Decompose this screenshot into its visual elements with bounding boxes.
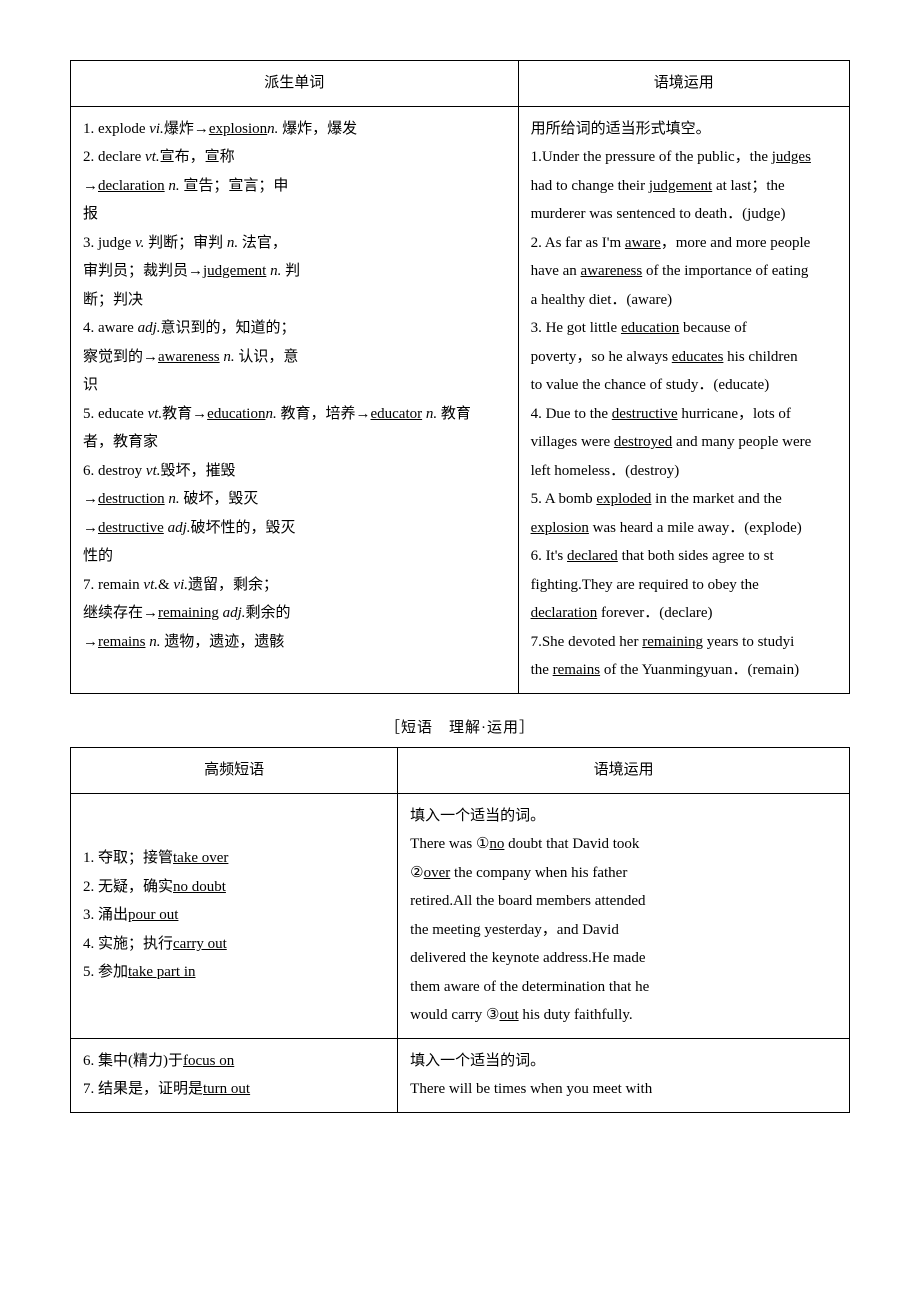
- phrases-table: 高频短语 语境运用 1. 夺取；接管take over2. 无疑，确实no do…: [70, 747, 850, 1113]
- col-header-usage: 语境运用: [398, 748, 850, 794]
- derived-words-table: 派生单词 语境运用 1. explode vi.爆炸→explosionn. 爆…: [70, 60, 850, 694]
- col-header-derived: 派生单词: [71, 61, 519, 107]
- derived-words-cell: 1. explode vi.爆炸→explosionn. 爆炸，爆发2. dec…: [71, 106, 519, 693]
- usage-cell: 用所给词的适当形式填空。1.Under the pressure of the …: [518, 106, 849, 693]
- usage-cell: 填入一个适当的词。There was ①no doubt that David …: [398, 793, 850, 1038]
- phrase-cell: 6. 集中(精力)于focus on7. 结果是，证明是turn out: [71, 1038, 398, 1112]
- col-header-phrase: 高频短语: [71, 748, 398, 794]
- col-header-usage: 语境运用: [518, 61, 849, 107]
- phrase-cell: 1. 夺取；接管take over2. 无疑，确实no doubt3. 涌出po…: [71, 793, 398, 1038]
- usage-cell: 填入一个适当的词。There will be times when you me…: [398, 1038, 850, 1112]
- section-caption: ［短语 理解·运用］: [70, 714, 850, 743]
